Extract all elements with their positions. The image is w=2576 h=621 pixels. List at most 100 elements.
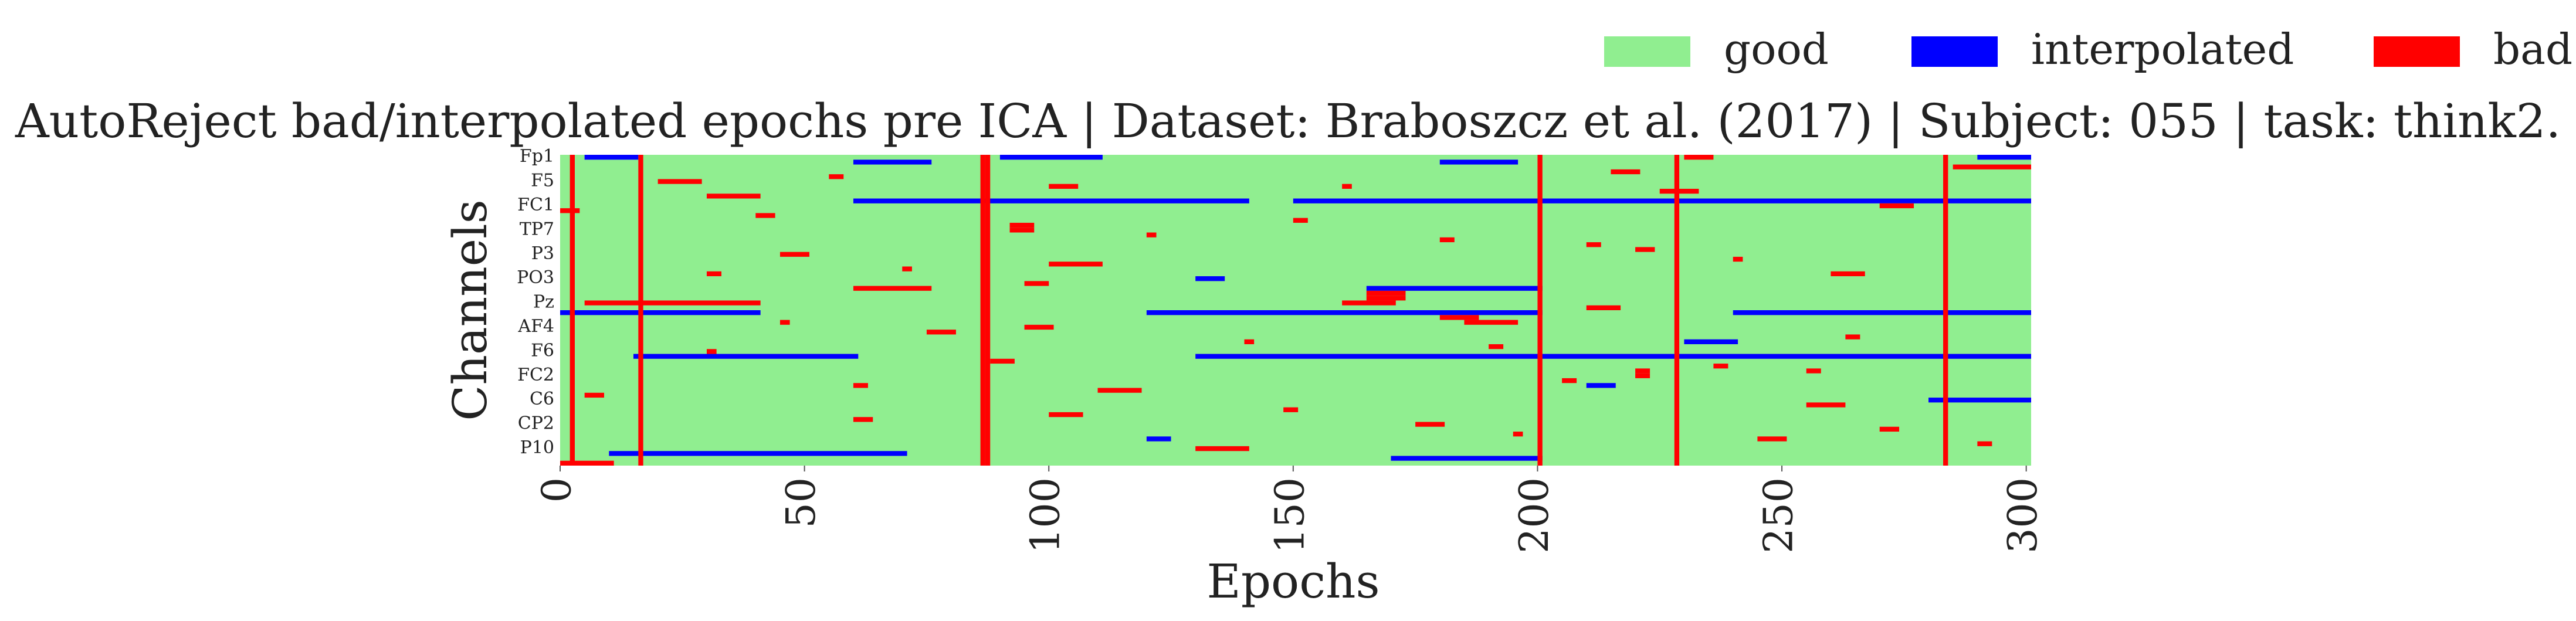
cell [1977, 155, 2031, 160]
cell [1635, 368, 1650, 374]
cell [1586, 305, 1621, 310]
cell [1009, 222, 1035, 228]
cell [1146, 232, 1157, 237]
bad-epoch-column [1537, 155, 1543, 466]
cell [779, 320, 790, 325]
y-tick-label: Pz [533, 292, 554, 313]
cell [706, 271, 721, 277]
cell [999, 155, 1103, 160]
x-tick-label: 250 [1756, 477, 1802, 554]
y-tick-label: P10 [520, 437, 554, 458]
y-tick-label: FC1 [517, 195, 554, 215]
legend-label: bad [2493, 25, 2572, 74]
cell [1342, 300, 1396, 306]
cell [1684, 339, 1738, 344]
bad-epoch-column [985, 155, 991, 466]
x-tick-label: 150 [1267, 477, 1313, 554]
legend-swatch [1911, 36, 1998, 67]
cell [1635, 247, 1655, 252]
cell [990, 358, 1015, 364]
y-tick-label: FC2 [517, 365, 554, 385]
cell [1733, 310, 2031, 315]
cell [1586, 383, 1616, 388]
cell [1806, 402, 1846, 408]
cell [1293, 198, 2031, 203]
y-tick-label: CP2 [518, 413, 554, 434]
cell [1806, 368, 1821, 374]
legend-swatch [1604, 36, 1690, 67]
cell [1713, 364, 1728, 369]
cell [1879, 426, 1900, 432]
cell [1489, 344, 1504, 349]
cell [853, 417, 873, 422]
cell [1733, 256, 1743, 262]
cell [853, 160, 932, 165]
cell [1439, 315, 1479, 320]
y-tick-label: C6 [530, 389, 554, 409]
cell [1049, 184, 1079, 189]
x-tick-label: 50 [778, 477, 825, 528]
cell [1049, 262, 1103, 267]
cell [902, 266, 912, 272]
cell [755, 213, 775, 218]
cell [1366, 290, 1406, 296]
cell [779, 252, 809, 257]
cell [1977, 441, 1992, 446]
cell [1562, 378, 1577, 384]
cell [1845, 334, 1860, 340]
cell [1391, 456, 1543, 461]
cell [633, 354, 859, 359]
y-tick-label: Fp1 [520, 146, 554, 167]
cell [1195, 354, 2031, 359]
x-tick-label: 200 [1511, 477, 1558, 554]
cell [1953, 164, 2031, 169]
legend-swatch [2374, 36, 2460, 67]
y-tick-label: AF4 [517, 316, 554, 337]
cell [1439, 160, 1519, 165]
bad-epoch-column [1674, 155, 1680, 466]
cell [1146, 436, 1171, 442]
cell [1244, 339, 1255, 344]
cell [829, 174, 844, 179]
cell [584, 300, 761, 306]
cell [1611, 169, 1640, 175]
bad-epoch-column [638, 155, 643, 466]
cell [1757, 436, 1787, 442]
chart-title: AutoReject bad/interpolated epochs pre I… [15, 94, 2561, 148]
cell [609, 451, 907, 456]
cell [706, 349, 717, 354]
bad-epoch-column [1943, 155, 1948, 466]
x-tick-label: 0 [534, 477, 581, 503]
cell [1146, 310, 1543, 315]
cell [1195, 446, 1249, 452]
cell [1513, 432, 1523, 437]
legend-label: interpolated [2031, 25, 2294, 74]
cell [1024, 324, 1054, 330]
x-tick-label: 300 [2000, 477, 2046, 554]
cell [1415, 422, 1445, 427]
cell [560, 460, 614, 466]
cell [1049, 412, 1083, 418]
cell [853, 383, 868, 388]
y-axis-label: Channels [443, 199, 497, 420]
y-tick-label: PO3 [517, 267, 554, 288]
cell [1464, 320, 1519, 325]
y-tick-label: TP7 [520, 219, 554, 239]
cell [1879, 203, 1914, 209]
cell [1586, 242, 1601, 247]
cell [1366, 286, 1543, 291]
legend-label: good [1724, 25, 1829, 74]
cell [1439, 237, 1455, 243]
cell [1009, 228, 1035, 233]
cell [1342, 184, 1352, 189]
cell [926, 330, 956, 335]
cell [1283, 407, 1299, 412]
cell [1684, 155, 1714, 160]
x-axis-label: Epochs [1206, 554, 1379, 609]
x-tick-label: 100 [1023, 477, 1069, 554]
cell [1635, 373, 1650, 378]
cell [1097, 388, 1142, 393]
y-tick-label: P3 [531, 243, 554, 264]
cell [706, 194, 761, 199]
